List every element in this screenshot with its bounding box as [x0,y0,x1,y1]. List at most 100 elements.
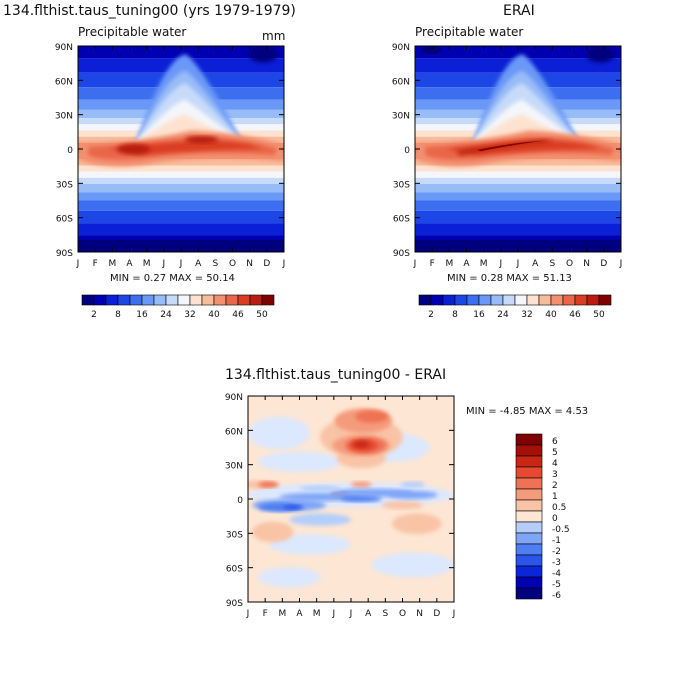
y-tick-label: 60N [392,77,410,87]
x-tick-label: J [332,609,336,619]
colorbar-box [526,294,540,306]
x-tick-label: D [433,609,440,619]
diff-colorbar-label: -4 [552,569,561,579]
contour-band [78,159,284,166]
x-tick-label: A [365,609,372,619]
colorbar-label: 16 [136,310,148,320]
diff-colorbar-label: 6 [552,437,558,447]
diff-blob [248,416,310,450]
panel2-stats: MIN = 0.28 MAX = 51.13 [447,273,572,284]
x-tick-label: M [278,609,286,619]
contour-band [78,200,284,211]
diff-colorbar-label: 3 [552,470,558,480]
diff-colorbar-label: -0.5 [552,525,570,535]
colorbar-box [165,294,179,306]
x-tick-label: J [516,259,520,269]
field-panel2 [415,46,621,252]
colorbar-box [466,294,480,306]
contour-band [415,184,621,193]
moisture-max [476,140,545,152]
x-tick-label: M [445,259,453,269]
colorbar-box [490,294,504,306]
x-tick-label: N [583,259,590,269]
colorbar-box [225,294,239,306]
moisture-max [456,139,553,156]
colorbar-label: 46 [232,310,244,320]
colorbar-box [177,294,191,306]
colorbar-box [430,294,444,306]
y-tick-label: 90N [392,43,410,53]
diff-blob [351,481,372,488]
x-tick-label: J [499,259,503,269]
diff-colorbar-label: -6 [552,591,561,601]
colorbar-box [153,294,167,306]
contour-band [78,223,284,236]
y-tick-label: 60N [55,77,73,87]
x-tick-label: S [212,259,218,269]
colorbar-box [189,294,203,306]
moisture-max [185,136,219,144]
polar-min [248,46,278,63]
diff-colorbar-box [515,565,543,578]
colorbar-box [117,294,131,306]
x-tick-label: M [143,259,151,269]
y-tick-label: 30S [393,180,410,190]
panel1-stats: MIN = 0.27 MAX = 50.14 [110,273,235,284]
polar-min [421,46,442,55]
x-tick-label: J [282,259,286,269]
colorbar-label: 46 [569,310,581,320]
x-tick-label: J [76,259,80,269]
diff-blob [299,485,341,492]
colorbar-box [550,294,564,306]
moisture-max [117,143,151,155]
colorbar-box [418,294,432,306]
panel3-title: 134.flthist.taus_tuning00 - ERAI [225,367,447,383]
x-tick-label: M [108,259,116,269]
x-tick-label: N [416,609,423,619]
diff-colorbar-box [515,455,543,468]
y-tick-label: 90N [225,393,243,403]
diff-blob [252,521,294,543]
colorbar-box [442,294,456,306]
colorbar-label: 40 [208,310,220,320]
diff-colorbar-label: 0.5 [552,503,566,513]
diff-blob [258,481,279,488]
y-tick-label: 0 [237,496,243,506]
diff-colorbar-box [515,510,543,523]
y-tick-label: 30N [392,112,410,122]
contour-band [78,192,284,201]
y-tick-label: 90N [55,43,73,53]
colorbar-box [586,294,600,306]
panel2-title: ERAI [503,3,535,19]
contour-band [78,165,284,172]
y-tick-label: 30S [226,530,243,540]
x-tick-label: N [246,259,253,269]
contour-band [415,200,621,211]
x-tick-label: J [246,609,250,619]
colorbar-label: 8 [452,310,458,320]
colorbar-box [514,294,528,306]
diff-colorbar-box [515,543,543,556]
diff-blob [355,410,389,423]
colorbar-label: 40 [545,310,557,320]
contour-band [78,177,284,185]
y-tick-label: 0 [404,146,410,156]
panel3-stats: MIN = -4.85 MAX = 4.53 [466,406,589,417]
contour-band [415,165,621,172]
y-tick-label: 90S [393,249,410,259]
x-tick-label: J [413,259,417,269]
diff-colorbar-box [515,521,543,534]
field-panel1 [78,46,284,252]
diff-blob [258,566,321,588]
diff-blob [353,440,370,449]
colorbar-box [201,294,215,306]
colorbar-box [213,294,227,306]
diff-colorbar-label: 1 [552,492,558,502]
diff-blob [340,495,382,503]
diff-blob [289,513,351,526]
y-tick-label: 60S [393,215,410,225]
x-tick-label: O [566,259,573,269]
contour-band [78,210,284,224]
colorbar-box [502,294,516,306]
diff-colorbar-box [515,488,543,501]
